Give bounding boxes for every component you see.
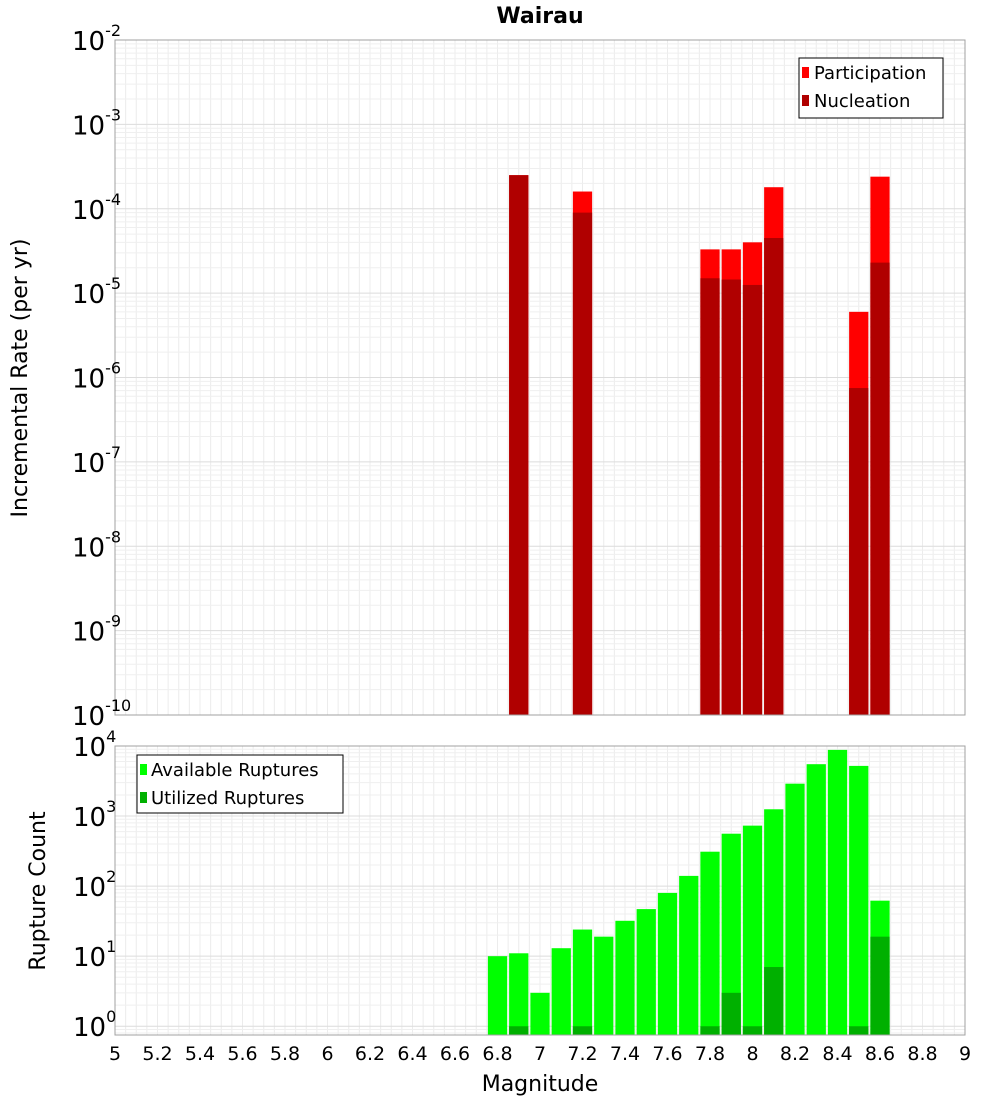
available-ruptures-bar <box>572 929 593 1035</box>
utilized-ruptures-bar <box>509 1026 529 1035</box>
nucleation-bar <box>742 284 763 715</box>
nucleation-bar <box>572 212 593 716</box>
magnitude-x-tick-label: 5 <box>109 1043 121 1065</box>
rate-y-axis-label: Incremental Rate (per yr) <box>8 239 33 518</box>
magnitude-x-tick-label: 8.6 <box>865 1043 895 1065</box>
available-ruptures-bar <box>721 833 741 1035</box>
rupture-plot-bars <box>487 749 890 1035</box>
utilized-ruptures-legend-swatch <box>140 792 147 803</box>
nucleation-bar <box>509 175 529 715</box>
rupture-y-tick-label: 101 <box>73 937 116 973</box>
available-ruptures-bar <box>551 948 571 1035</box>
chart-title: Wairau <box>496 4 583 29</box>
utilized-ruptures-bar <box>742 1026 763 1035</box>
magnitude-x-tick-label: 7.6 <box>652 1043 682 1065</box>
available-ruptures-bar <box>487 956 508 1035</box>
available-ruptures-bar <box>849 765 869 1035</box>
available-ruptures-bar <box>742 825 763 1035</box>
rupture-count-plot: 104 103 102 101 100 5 5.2 5.4 5.6 5.8 6 6.2 6.4 6.6 6… <box>26 727 971 1097</box>
utilized-ruptures-legend-label: Utilized Ruptures <box>151 788 304 809</box>
rupture-legend: Available Ruptures Utilized Ruptures <box>136 754 344 814</box>
available-ruptures-bar <box>594 936 614 1035</box>
magnitude-x-tick-label: 6.4 <box>397 1043 427 1065</box>
utilized-ruptures-bar <box>849 1026 869 1035</box>
nucleation-legend-label: Nucleation <box>814 91 910 112</box>
available-ruptures-bar <box>636 909 656 1035</box>
nucleation-bar <box>721 279 741 715</box>
rate-plot: 10-2 10-3 10-4 10-5 10-6 10-7 10-8 10-9 10-10 In… <box>8 21 966 732</box>
rupture-y-tick-label: 104 <box>73 727 116 763</box>
magnitude-x-tick-label: 6 <box>321 1043 333 1065</box>
rupture-y-tick-label: 100 <box>73 1007 116 1043</box>
magnitude-x-tick-label: 7.8 <box>695 1043 725 1065</box>
available-ruptures-legend-swatch <box>140 764 147 775</box>
magnitude-x-tick-label: 8.8 <box>907 1043 937 1065</box>
rate-y-tick-label: 10-10 <box>72 696 131 732</box>
available-ruptures-bar <box>509 953 529 1035</box>
available-ruptures-legend-label: Available Ruptures <box>151 760 319 781</box>
rate-y-tick-label: 10-9 <box>72 612 121 648</box>
rate-plot-bars <box>509 175 890 716</box>
magnitude-x-tick-label: 9 <box>959 1043 971 1065</box>
rupture-y-tick-label: 102 <box>73 867 116 903</box>
rate-y-tick-label: 10-4 <box>72 190 121 226</box>
rate-y-tick-label: 10-2 <box>72 21 121 57</box>
rate-y-tick-label: 10-3 <box>72 105 121 141</box>
magnitude-x-tick-label: 8 <box>746 1043 758 1065</box>
available-ruptures-bar <box>657 892 678 1035</box>
nucleation-bar <box>849 388 869 715</box>
nucleation-bar <box>870 262 890 715</box>
available-ruptures-bar <box>700 851 720 1035</box>
magnitude-x-tick-label: 5.4 <box>185 1043 215 1065</box>
magnitude-x-tick-labels: 5 5.2 5.4 5.6 5.8 6 6.2 6.4 6.6 6.8 7 7.2 7.4 7.6 7.8 8… <box>109 1043 971 1065</box>
magnitude-x-tick-label: 6.6 <box>440 1043 470 1065</box>
magnitude-x-tick-label: 5.8 <box>270 1043 300 1065</box>
nucleation-bar <box>764 238 784 715</box>
nucleation-legend-swatch <box>802 95 809 106</box>
rate-plot-grid <box>114 40 966 716</box>
rupture-y-tick-labels: 104 103 102 101 100 <box>73 727 116 1043</box>
magnitude-x-tick-label: 8.4 <box>822 1043 852 1065</box>
utilized-ruptures-bar <box>764 967 784 1035</box>
magnitude-x-tick-label: 6.8 <box>482 1043 512 1065</box>
magnitude-x-tick-label: 7.4 <box>610 1043 640 1065</box>
magnitude-x-tick-label: 7.2 <box>567 1043 597 1065</box>
nucleation-bar <box>700 278 720 715</box>
participation-legend-label: Participation <box>814 63 926 84</box>
utilized-ruptures-bar <box>572 1026 593 1035</box>
utilized-ruptures-bar <box>700 1026 720 1035</box>
rate-y-tick-label: 10-6 <box>72 359 121 395</box>
available-ruptures-bar <box>785 783 805 1035</box>
utilized-ruptures-bar <box>870 936 890 1035</box>
magnitude-x-tick-label: 5.6 <box>227 1043 257 1065</box>
rate-y-tick-label: 10-5 <box>72 274 121 310</box>
rate-legend: Participation Nucleation <box>798 57 944 119</box>
rate-y-tick-labels: 10-2 10-3 10-4 10-5 10-6 10-7 10-8 10-9 10-10 <box>72 21 131 732</box>
rate-y-tick-label: 10-7 <box>72 443 121 479</box>
rate-legend-box <box>798 57 944 119</box>
rate-y-tick-label: 10-8 <box>72 527 121 563</box>
magnitude-x-axis-label: Magnitude <box>482 1072 599 1097</box>
magnitude-x-tick-label: 7 <box>534 1043 546 1065</box>
rupture-y-axis-label: Rupture Count <box>26 811 51 971</box>
available-ruptures-bar <box>806 764 826 1035</box>
participation-legend-swatch <box>802 67 809 78</box>
rupture-plot-frame <box>114 745 966 1036</box>
magnitude-x-tick-label: 5.2 <box>142 1043 172 1065</box>
rupture-legend-box <box>136 754 344 814</box>
rate-plot-frame <box>114 39 966 716</box>
available-ruptures-bar <box>530 992 550 1035</box>
available-ruptures-bar <box>679 875 699 1035</box>
available-ruptures-bar <box>615 920 635 1035</box>
magnitude-x-tick-label: 8.2 <box>780 1043 810 1065</box>
utilized-ruptures-bar <box>721 992 741 1035</box>
available-ruptures-bar <box>827 749 848 1035</box>
rupture-y-tick-label: 103 <box>73 797 116 833</box>
magnitude-x-tick-label: 6.2 <box>355 1043 385 1065</box>
